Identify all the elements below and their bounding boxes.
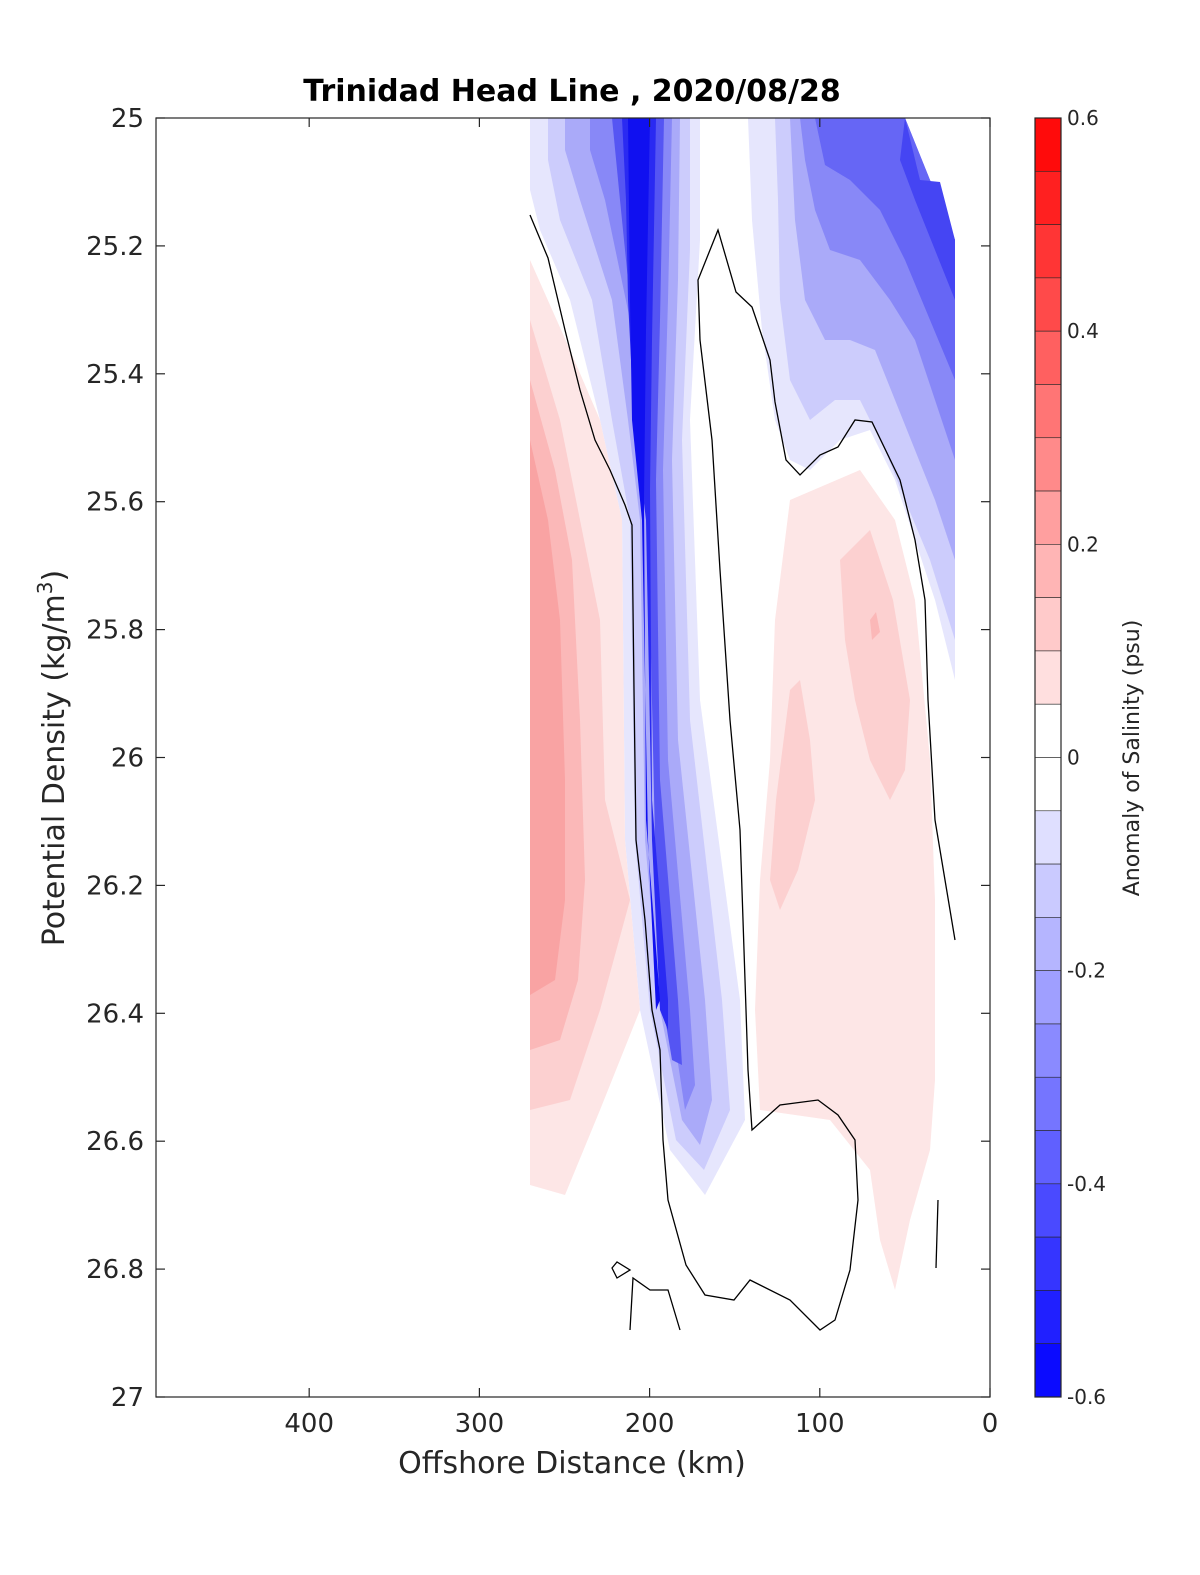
contour-fill-neg-6 (628, 118, 660, 1010)
colorbar-title: Anomaly of Salinity (psu) (1120, 620, 1145, 897)
zero-contour-deep-bottom (629, 1276, 681, 1331)
y-tick-label: 26.2 (86, 871, 144, 901)
filled-contours (530, 118, 955, 1290)
y-tick-label: 26.8 (86, 1255, 144, 1285)
colorbar-level (1034, 863, 1062, 918)
y-tick-label: 27 (111, 1383, 144, 1413)
colorbar: 0.6 0.4 0.2 0 -0.2 -0.4 -0.6 (1034, 106, 1106, 1409)
colorbar-level (1034, 1183, 1062, 1238)
colorbar-level (1034, 490, 1062, 545)
colorbar-level (1034, 703, 1062, 758)
x-axis: 400 300 200 100 0 (284, 118, 998, 1439)
x-tick-label: 300 (455, 1409, 505, 1439)
colorbar-tick-label: 0.4 (1067, 319, 1099, 343)
colorbar-level (1034, 1076, 1062, 1131)
colorbar-level (1034, 330, 1062, 385)
colorbar-level (1034, 170, 1062, 225)
contour-fill-pos-3 (530, 440, 565, 995)
colorbar-tick-label: -0.6 (1067, 1385, 1106, 1409)
x-tick-label: 200 (625, 1409, 675, 1439)
x-axis-title: Offshore Distance (km) (398, 1446, 746, 1481)
y-axis-title-close: ) (37, 570, 72, 582)
contour-fill-pos-near-1 (840, 530, 910, 800)
y-axis-title-main: Potential Density (kg/m (37, 594, 72, 946)
zero-contour-offshore (529, 214, 956, 1331)
colorbar-level (1034, 917, 1062, 971)
colorbar-tick-label: -0.2 (1067, 959, 1106, 983)
colorbar-level (1034, 384, 1062, 439)
colorbar-level (1034, 437, 1062, 492)
y-axis-title: Potential Density (kg/m3) (33, 570, 72, 946)
zero-contours (529, 214, 956, 1331)
colorbar-level (1034, 224, 1062, 279)
y-tick-label: 25.8 (86, 616, 144, 646)
x-tick-label: 400 (284, 1409, 334, 1439)
colorbar-tick-label: -0.4 (1067, 1172, 1106, 1196)
y-tick-label: 26 (111, 744, 144, 774)
colorbar-level (1034, 810, 1062, 865)
colorbar-level (1034, 597, 1062, 652)
contour-fill-pos-near-1b (770, 680, 815, 910)
colorbar-level (1034, 1236, 1062, 1291)
y-tick-label: 26.4 (86, 999, 144, 1029)
x-tick-label: 0 (982, 1409, 999, 1439)
colorbar-level (1034, 970, 1062, 1025)
zero-contour-deep-loop (611, 1261, 632, 1279)
colorbar-tick-label: 0.2 (1067, 532, 1099, 556)
colorbar-level (1034, 277, 1062, 332)
y-tick-label: 25.4 (86, 360, 144, 390)
zero-contour-nearshore-stub (935, 1199, 939, 1269)
colorbar-level (1034, 544, 1062, 598)
x-tick-label: 100 (795, 1409, 845, 1439)
y-tick-label: 25 (111, 104, 144, 134)
colorbar-level (1034, 757, 1062, 812)
colorbar-tick-label: 0 (1067, 746, 1080, 770)
y-tick-label: 25.2 (86, 232, 144, 262)
y-axis: 25 25.2 25.4 25.6 25.8 26 26.2 26.4 26.6 26.8 27 (86, 104, 990, 1413)
contour-fill-pos-near-2 (870, 612, 880, 640)
plot-area (155, 117, 991, 1398)
colorbar-level (1034, 1290, 1062, 1345)
colorbar-level (1034, 1130, 1062, 1185)
colorbar-level (1034, 1343, 1062, 1398)
colorbar-level (1034, 1023, 1062, 1078)
colorbar-frame (1034, 117, 1062, 1398)
colorbar-level (1034, 117, 1062, 172)
y-axis-title-sup: 3 (33, 581, 57, 594)
chart-title: Trinidad Head Line , 2020/08/28 (303, 74, 840, 109)
colorbar-tick-label: 0.6 (1067, 106, 1099, 130)
contour-fill-neg-3 (590, 118, 695, 1110)
colorbar-level (1034, 650, 1062, 705)
contour-fill-neg-near-5 (900, 118, 955, 300)
y-tick-label: 26.6 (86, 1127, 144, 1157)
y-tick-label: 25.6 (86, 488, 144, 518)
